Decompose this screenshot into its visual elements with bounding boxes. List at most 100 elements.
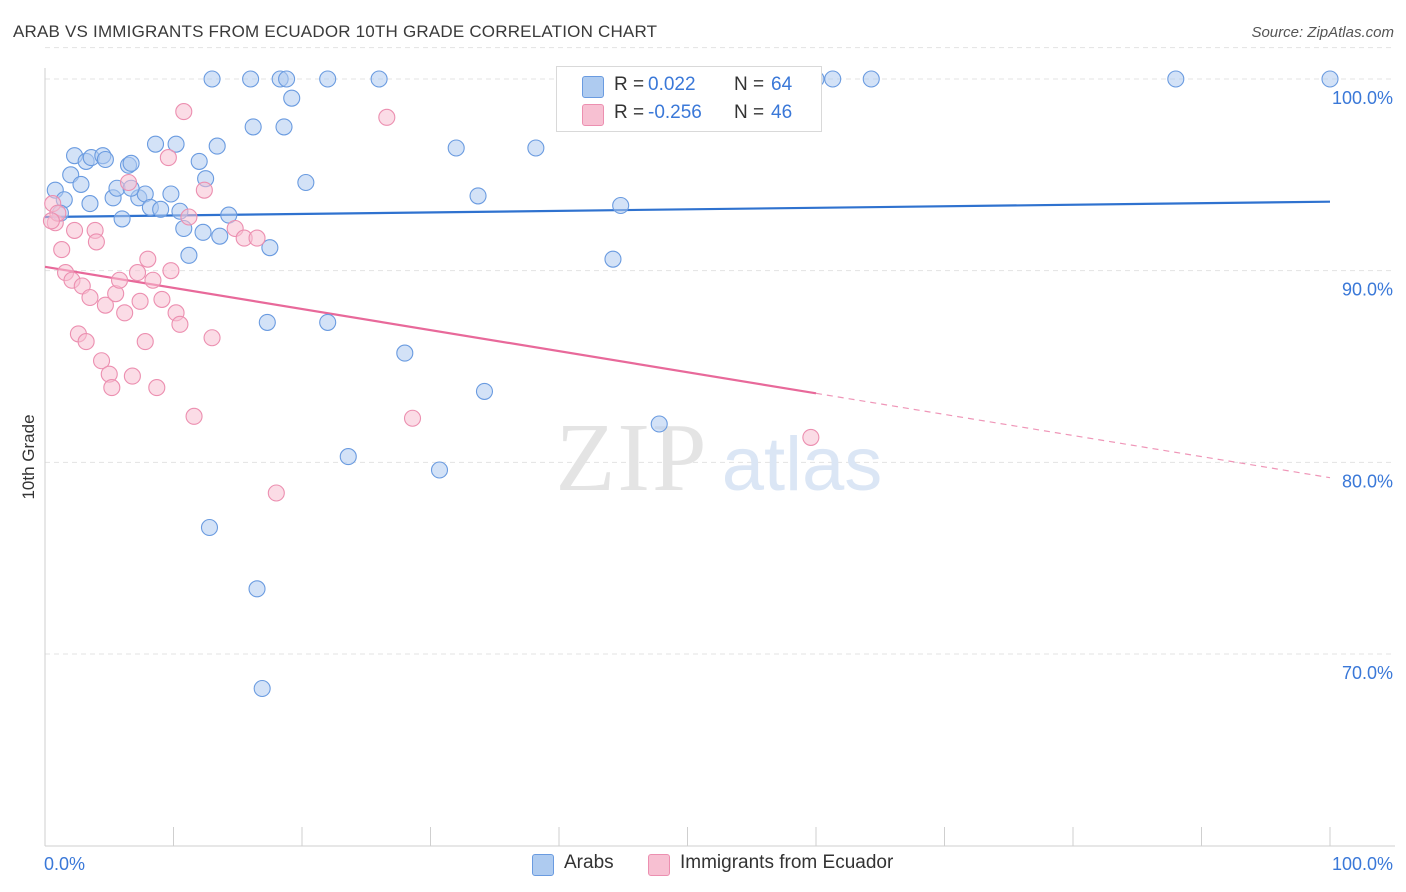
arab-trend-line [44,200,1331,219]
legend-swatch-ecuador [582,104,604,126]
legend-row-arabs: R = 0.022 N = 64 [557,71,821,101]
ecuador-point [131,292,149,310]
arab-point [1321,70,1339,88]
arab-point [203,70,221,88]
arab-point [96,150,114,169]
ecuador-point [123,367,141,385]
ecuador-point [175,103,193,121]
arab-point [190,152,208,170]
legend-n-label: N = [734,102,765,123]
arab-point [242,70,260,88]
arab-point [319,70,337,88]
arab-point [283,89,301,107]
arab-point [248,580,266,598]
arab-point [370,70,388,88]
legend-row-ecuador: R = -0.256 N = 46 [557,99,821,129]
y-tick-label: 80.0% [1342,471,1393,491]
arab-point [81,195,99,213]
legend-n-value: 64 [771,74,793,95]
tick-labels: 70.0% 80.0% 90.0% 100.0% 0.0% 100.0% [44,88,1393,874]
ecuador-point [110,271,129,289]
legend-r-value: 0.022 [648,74,696,95]
ecuador-point [403,409,422,427]
bottom-legend-swatch-arabs [532,854,554,876]
arab-point [862,70,880,88]
arab-point [72,175,90,193]
ecuador-point [66,221,84,239]
grid-lines [45,47,1395,655]
arab-point [612,196,630,215]
arab-point [275,118,293,136]
ecuador-point [185,407,203,425]
arab-point [253,679,271,698]
ecuador-point [119,173,138,192]
arab-point [319,313,337,331]
ecuador-point [162,262,180,280]
arab-point [447,139,465,157]
ecuador-point [267,484,285,502]
bottom-legend-label-ecuador: Immigrants from Ecuador [680,852,894,873]
arab-point [146,135,165,153]
arab-point [475,382,494,400]
ecuador-point [87,233,105,251]
ecuador-trend-extension [815,392,1331,479]
bottom-legend-swatch-ecuador [648,854,670,876]
y-tick-label: 100.0% [1332,88,1393,108]
ecuador-point [139,250,157,268]
arab-point [208,137,226,155]
chart-title: ARAB VS IMMIGRANTS FROM ECUADOR 10TH GRA… [13,22,658,41]
bottom-legend-label-arabs: Arabs [564,852,614,873]
arab-point [113,210,131,228]
arab-point [430,461,449,479]
watermark-zip: ZIP [556,404,709,512]
arab-point [650,415,668,433]
ecuador-point [77,333,95,351]
ecuador-point [180,208,198,226]
ecuador-trend-line [44,265,817,395]
arab-point [194,223,212,241]
arab-point [278,70,296,88]
legend-swatch-arabs [582,76,604,98]
arab-point [824,70,842,88]
ecuador-point [53,241,71,259]
legend-r-label: R = [614,74,645,95]
arab-point [396,344,414,362]
ecuador-point [171,315,189,333]
y-tick-label: 90.0% [1342,280,1393,300]
ecuador-point [378,108,396,126]
x-tick-label: 0.0% [44,854,85,874]
arab-point [527,139,545,157]
ecuador-point [195,181,213,199]
arab-point [339,448,357,466]
trend-lines [44,200,1331,479]
arab-point [297,173,315,192]
ecuador-point [96,296,114,314]
source-label: Source: ZipAtlas.com [1251,24,1394,41]
arab-point [604,250,622,268]
ecuador-point [81,288,99,307]
ecuador-point [159,149,177,167]
y-axis-label: 10th Grade [19,414,38,499]
arab-point [258,313,276,331]
ecuador-point [128,264,147,282]
legend-r-value: -0.256 [648,102,702,123]
ecuador-point [144,271,162,289]
legend-n-label: N = [734,74,765,95]
ecuador-point [153,290,171,308]
correlation-legend: R = 0.022 N = 64 R = -0.256 N = 46 [556,66,822,132]
arab-point [167,135,185,153]
y-tick-label: 70.0% [1342,663,1393,683]
ecuador-point [92,352,111,370]
arab-point [1167,70,1185,88]
ecuador-point [248,229,266,247]
ecuador-point [136,333,154,351]
arab-point [211,227,229,245]
x-tick-label: 100.0% [1332,854,1393,874]
ecuador-point [103,379,121,397]
ecuador-point [42,212,60,230]
legend-r-label: R = [614,102,645,123]
arab-point [162,185,180,203]
arab-point [261,239,279,257]
arab-point [469,187,487,205]
